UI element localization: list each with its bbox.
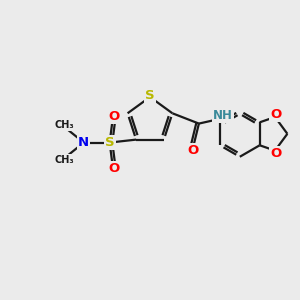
Text: S: S (105, 136, 115, 149)
Text: O: O (270, 108, 281, 121)
Text: CH₃: CH₃ (54, 154, 74, 165)
Text: O: O (108, 162, 120, 175)
Text: CH₃: CH₃ (54, 121, 74, 130)
Text: O: O (108, 110, 120, 123)
Text: S: S (145, 89, 155, 102)
Text: O: O (270, 147, 281, 160)
Text: N: N (78, 136, 89, 149)
Text: O: O (188, 144, 199, 157)
Text: NH: NH (213, 110, 233, 122)
